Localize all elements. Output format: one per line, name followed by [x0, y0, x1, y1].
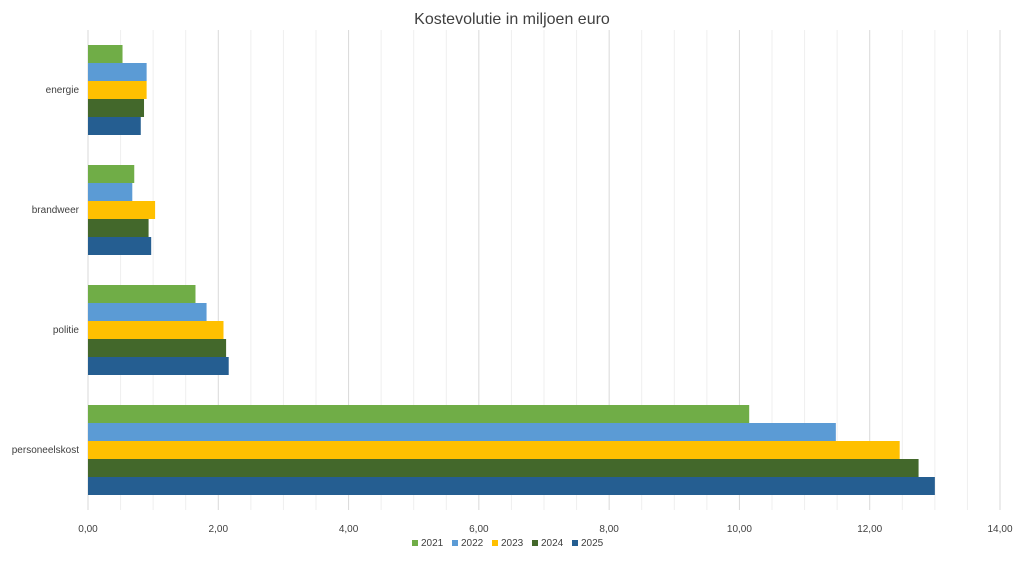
category-label: personeelskost: [12, 445, 79, 456]
legend-swatch-2021: [412, 540, 418, 546]
bars: [88, 45, 935, 495]
x-tick-labels: 0,00 2,00 4,00 6,00 8,00 10,00 12,00 14,00: [78, 524, 1013, 535]
bar-politie-2024: [88, 339, 227, 357]
x-tick-label: 4,00: [339, 524, 359, 535]
chart-title: Kostevolutie in miljoen euro: [414, 11, 610, 28]
legend-label-2021: 2021: [421, 538, 444, 549]
legend-swatch-2025: [572, 540, 578, 546]
bar-energie-2021: [88, 45, 123, 63]
x-tick-label: 8,00: [599, 524, 619, 535]
category-label: energie: [46, 85, 80, 96]
bar-politie-2021: [88, 285, 196, 303]
bar-personeelskost-2021: [88, 405, 750, 423]
x-tick-label: 2,00: [209, 524, 229, 535]
bar-politie-2022: [88, 303, 207, 321]
legend-label-2025: 2025: [581, 538, 604, 549]
bar-brandweer-2023: [88, 201, 156, 219]
bar-energie-2022: [88, 63, 147, 81]
bar-energie-2025: [88, 117, 141, 135]
x-tick-label: 6,00: [469, 524, 489, 535]
legend: 2021 2022 2023 2024 2025: [412, 538, 604, 549]
bar-brandweer-2021: [88, 165, 135, 183]
x-tick-label: 10,00: [727, 524, 752, 535]
legend-swatch-2024: [532, 540, 538, 546]
category-label: brandweer: [32, 205, 80, 216]
bar-personeelskost-2024: [88, 459, 919, 477]
bar-personeelskost-2025: [88, 477, 935, 495]
bar-personeelskost-2023: [88, 441, 900, 459]
legend-swatch-2022: [452, 540, 458, 546]
x-tick-label: 14,00: [987, 524, 1012, 535]
category-label: politie: [53, 325, 80, 336]
legend-swatch-2023: [492, 540, 498, 546]
legend-label-2023: 2023: [501, 538, 524, 549]
bar-brandweer-2024: [88, 219, 149, 237]
bar-brandweer-2025: [88, 237, 152, 255]
bar-personeelskost-2022: [88, 423, 836, 441]
x-tick-label: 0,00: [78, 524, 98, 535]
bar-energie-2023: [88, 81, 147, 99]
legend-label-2024: 2024: [541, 538, 564, 549]
bar-politie-2023: [88, 321, 224, 339]
legend-label-2022: 2022: [461, 538, 484, 549]
x-tick-label: 12,00: [857, 524, 882, 535]
bar-energie-2024: [88, 99, 145, 117]
bar-brandweer-2022: [88, 183, 133, 201]
category-labels: energie brandweer politie personeelskost: [12, 85, 80, 456]
bar-politie-2025: [88, 357, 229, 375]
